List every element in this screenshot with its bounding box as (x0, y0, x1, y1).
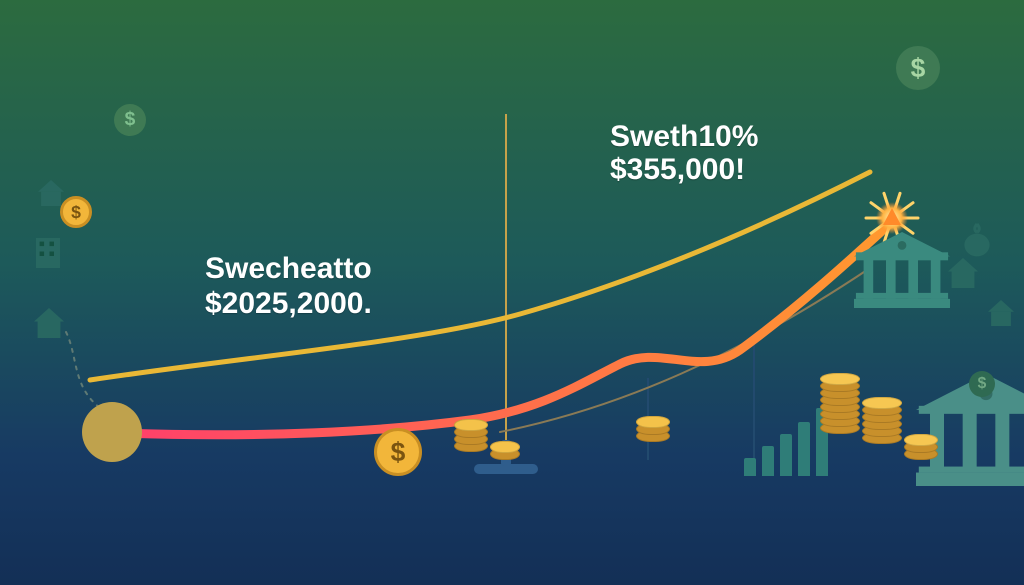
bar (744, 458, 756, 476)
label-right: Sweth10% $355,000! (610, 120, 758, 186)
bar-chart-icon (744, 408, 828, 476)
dollar-badge-icon: $ (969, 371, 995, 397)
coin-stack-icon (904, 434, 938, 461)
coin-stack-icon (490, 441, 520, 461)
dollar-badge-icon: $ (114, 104, 146, 136)
label-left-line1: Swecheatto (205, 252, 372, 287)
bar (762, 446, 774, 476)
coin-stack-icon (636, 416, 670, 443)
label-left-line2: $2025,2000. (205, 287, 372, 322)
label-right-line2: $355,000! (610, 153, 758, 186)
bank-small-icon (854, 232, 950, 308)
coin-stack-icon (454, 419, 488, 453)
label-left: Swecheatto $2025,2000. (205, 252, 372, 321)
dollar-badge-icon: $ (896, 46, 940, 90)
coin-stack-icon (820, 373, 860, 435)
gold-coin-icon: $ (60, 196, 92, 228)
gold-coin-icon: $ (374, 428, 422, 476)
coin-stack-icon (862, 397, 902, 445)
bar (798, 422, 810, 476)
label-right-line1: Sweth10% (610, 120, 758, 153)
bar (780, 434, 792, 476)
infographic-stage: $ $ $ $ $ Swecheatto $2025,2000. Sweth10% … (0, 0, 1024, 585)
